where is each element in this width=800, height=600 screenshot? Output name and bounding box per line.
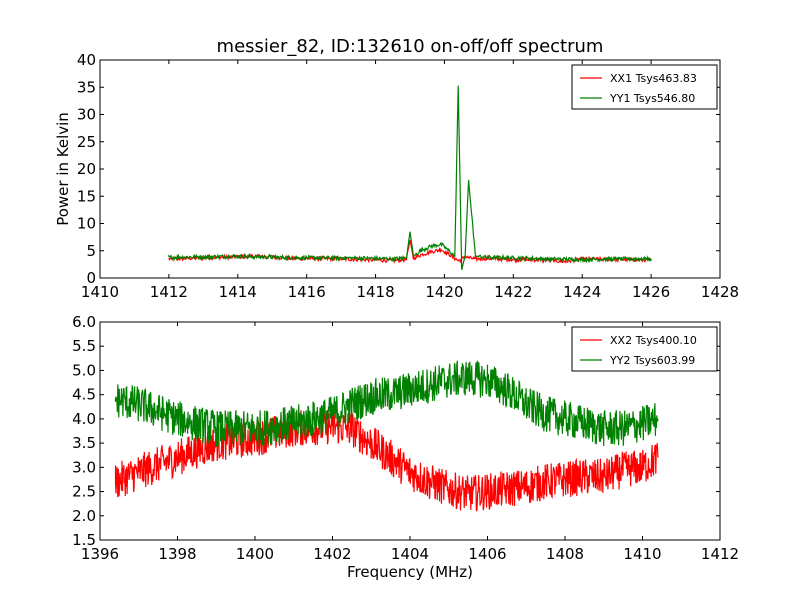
top-x-tick-label: 1410 (81, 283, 119, 301)
bottom-legend-entry-2: YY2 Tsys603.99 (609, 354, 695, 367)
top-y-tick-label: 25 (77, 133, 96, 151)
y-axis-label: Power in Kelvin (54, 112, 72, 226)
chart-title: messier_82, ID:132610 on-off/off spectru… (217, 36, 604, 57)
top-x-tick-label: 1414 (219, 283, 257, 301)
top-x-tick-label: 1420 (425, 283, 463, 301)
bottom-y-tick-label: 3.0 (72, 458, 96, 476)
bottom-x-tick-label: 1406 (468, 545, 506, 563)
top-y-tick-label: 20 (77, 160, 96, 178)
top-y-tick-label: 0 (86, 269, 96, 287)
top-y-tick-label: 40 (77, 51, 96, 69)
top-y-tick-label: 5 (86, 242, 96, 260)
top-x-tick-label: 1422 (494, 283, 532, 301)
top-y-tick-label: 15 (77, 187, 96, 205)
bottom-panel: 1396 1398 1400 1402 1404 1406 1408 1410 1412 1.5 2… (72, 313, 739, 563)
top-x-tick-label: 1418 (356, 283, 394, 301)
bottom-y-tick-label: 4.0 (72, 410, 96, 428)
bottom-y-tick-label: 2.5 (72, 483, 96, 501)
bottom-legend-box (571, 326, 718, 372)
top-y-tick-label: 35 (77, 78, 96, 96)
top-series-line-2 (168, 85, 652, 270)
top-panel: 1410 1412 1414 1416 1418 1420 1422 1424 1426 1428… (77, 51, 739, 301)
bottom-x-tick-label: 1404 (391, 545, 429, 563)
top-x-tick-label: 1424 (563, 283, 601, 301)
bottom-x-tick-label: 1400 (236, 545, 274, 563)
top-x-tick-label: 1412 (150, 283, 188, 301)
bottom-x-tick-label: 1402 (313, 545, 351, 563)
bottom-y-tick-label: 6.0 (72, 313, 96, 331)
bottom-y-tick-label: 5.0 (72, 361, 96, 379)
bottom-x-tick-label: 1398 (158, 545, 196, 563)
top-legend-box (571, 64, 718, 110)
top-x-tick-label: 1428 (701, 283, 739, 301)
top-legend-entry-2: YY1 Tsys546.80 (609, 92, 695, 105)
top-legend-entry-1: XX1 Tsys463.83 (610, 72, 697, 85)
bottom-series-line-2 (114, 360, 659, 447)
top-x-tick-label: 1416 (288, 283, 326, 301)
top-y-tick-label: 10 (77, 215, 96, 233)
bottom-x-tick-label: 1412 (701, 545, 739, 563)
bottom-x-tick-label: 1410 (623, 545, 661, 563)
bottom-y-tick-label: 3.5 (72, 434, 96, 452)
bottom-x-tick-label: 1408 (546, 545, 584, 563)
bottom-x-tick-label: 1396 (81, 545, 119, 563)
bottom-series-line-1 (114, 407, 659, 512)
top-y-tick-label: 30 (77, 106, 96, 124)
top-legend: XX1 Tsys463.83 YY1 Tsys546.80 (571, 64, 718, 110)
bottom-legend-entry-1: XX2 Tsys400.10 (610, 334, 697, 347)
bottom-y-tick-label: 2.0 (72, 507, 96, 525)
x-axis-label: Frequency (MHz) (347, 563, 473, 581)
top-x-tick-label: 1426 (632, 283, 670, 301)
bottom-y-tick-label: 1.5 (72, 531, 96, 549)
bottom-legend: XX2 Tsys400.10 YY2 Tsys603.99 (571, 326, 718, 372)
bottom-y-tick-label: 5.5 (72, 337, 96, 355)
bottom-y-tick-label: 4.5 (72, 386, 96, 404)
